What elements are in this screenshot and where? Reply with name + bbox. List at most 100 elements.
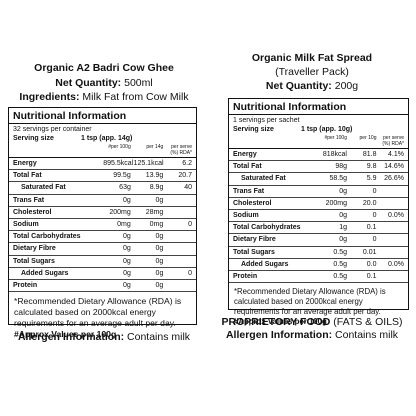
nutrient-name: Sodium: [233, 212, 259, 220]
nutrient-value: 8.9g: [149, 184, 164, 192]
nutrient-name: Trans Fat: [13, 196, 45, 204]
nutrient-name: Total Sugars: [233, 248, 275, 256]
nutrient-name: Dietary Fibre: [233, 236, 276, 244]
nutrient-value: 0.01: [362, 248, 377, 256]
nutrient-name: Total Fat: [233, 163, 262, 171]
nutrient-name: Energy: [13, 160, 37, 168]
nutrient-name: Protein: [13, 281, 38, 289]
nutrient-name: Protein: [233, 272, 258, 280]
nutrient-rows: Energy 818kcal 81.8 4.1% Total Fat 98g 9.8 14.6…: [229, 149, 408, 284]
ingredients-label: Ingredients:: [19, 91, 80, 103]
ingredients-value: Milk Fat from Cow Milk: [82, 91, 189, 103]
nutrient-rows: Energy 895.5kcal 125.1kcal 6.2 Total Fat 99.5…: [9, 158, 196, 293]
nutrition-heading: Nutritional Information: [9, 108, 196, 124]
net-quantity: Net Quantity: 500ml: [0, 77, 208, 90]
nutrient-value: 0: [372, 236, 377, 244]
allergen-label: Allergen Information:: [225, 329, 333, 341]
col-per-serve: per 14g: [146, 144, 164, 150]
product-name: Organic Milk Fat Spread: [251, 52, 373, 64]
allergen-info: Allergen Information: Contains milk: [208, 329, 416, 342]
nutrient-value: 63g: [119, 184, 131, 192]
nutrient-value: 6.2: [182, 160, 192, 168]
nutrient-row: Total Fat 98g 9.8 14.6%: [229, 161, 408, 174]
allergen-info: Allergen Information: Contains milk: [0, 331, 208, 344]
nutrient-value: 0g: [123, 269, 131, 277]
nutrient-value: 0g: [122, 196, 131, 204]
col-rda: per serve (%) RDA*: [382, 135, 404, 147]
proprietory-food: PROPRIETORY FOOD (FATS & OILS): [208, 316, 416, 329]
nutrient-row: Added Sugars 0.5g 0.0 0.0%: [229, 259, 408, 271]
ingredients: Ingredients: Milk Fat from Cow Milk: [0, 91, 208, 104]
nutrient-value: 4.1%: [388, 151, 404, 159]
nutrient-value: 9.8: [366, 163, 377, 171]
nutrient-row: Trans Fat 0g 0g: [9, 195, 196, 207]
nutrient-value: 81.8: [362, 151, 377, 159]
nutrient-row: Sodium 0g 0 0.0%: [229, 210, 408, 223]
nutrient-row: Energy 895.5kcal 125.1kcal 6.2: [9, 158, 196, 171]
nutrient-name: Cholesterol: [233, 199, 272, 207]
serving-size-row: Serving size 1 tsp (app. 14g): [9, 134, 196, 144]
nutrient-value: 0g: [155, 281, 164, 289]
nutrient-row: Dietary Fibre 0g 0: [229, 234, 408, 247]
nutrient-value: 0g: [155, 233, 164, 241]
nutrient-name: Total Sugars: [13, 257, 55, 265]
nutrient-value: 0.5g: [333, 272, 347, 280]
serving-size-row: Serving size 1 tsp (app. 10g): [229, 125, 408, 135]
nutrient-row: Dietary Fibre 0g 0g: [9, 243, 196, 256]
nutrient-value: 20.7: [178, 172, 192, 180]
nutrient-name: Added Sugars: [241, 260, 289, 268]
nutrient-value: 26.6%: [384, 175, 404, 183]
product-name: Organic A2 Badri Cow Ghee: [34, 62, 174, 74]
nutrition-panel: Nutritional Information 32 servings per …: [8, 107, 197, 339]
nutrient-row: Saturated Fat 58.5g 5.9 26.6%: [229, 173, 408, 186]
nutrient-value: 0g: [122, 245, 131, 253]
serving-size-value: 1 tsp (app. 10g): [301, 126, 353, 133]
nutrient-row: Sodium 0mg 0mg 0: [9, 219, 196, 232]
nutrient-value: 0g: [122, 257, 131, 265]
nutrient-value: 0g: [339, 187, 347, 195]
nutrient-value: 0g: [339, 236, 347, 244]
nutrient-value: 0: [372, 187, 377, 195]
nutrient-value: 0g: [155, 269, 164, 277]
nutrient-name: Saturated Fat: [21, 184, 66, 192]
nutrient-value: 125.1kcal: [133, 160, 164, 168]
nutrient-row: Added Sugars 0g 0g 0: [9, 268, 196, 280]
nutrient-row: Trans Fat 0g 0: [229, 186, 408, 198]
servings-text: 32 servings per container: [13, 126, 92, 133]
nutrition-heading: Nutritional Information: [229, 99, 408, 115]
nutrient-value: 0mg: [117, 221, 131, 229]
nutrient-name: Total Carbohydrates: [13, 233, 81, 241]
allergen-value: Contains milk: [127, 331, 191, 343]
nutrient-value: 40: [184, 184, 192, 192]
nutrient-value: 0: [188, 269, 192, 277]
nutrient-row: Total Sugars 0g 0g: [9, 256, 196, 268]
nutrient-value: 99.5g: [113, 172, 131, 180]
nutrient-value: 0g: [122, 281, 131, 289]
net-quantity-value: 500ml: [124, 77, 153, 89]
nutrient-value: 818kcal: [322, 151, 347, 159]
serving-size-value: 1 tsp (app. 14g): [81, 135, 133, 142]
nutrient-value: 5.9: [366, 175, 377, 183]
nutrient-value: 98g: [335, 163, 347, 171]
nutrient-value: 0g: [122, 233, 131, 241]
nutrient-name: Total Fat: [13, 172, 42, 180]
nutrient-name: Saturated Fat: [241, 175, 286, 183]
column-headers: #per 100g per 10g per serve (%) RDA*: [229, 135, 408, 149]
nutrient-row: Protein 0g 0g: [9, 280, 196, 293]
nutrient-value: 200mg: [109, 208, 131, 216]
approx-note: #Approx Values per 100g: [234, 317, 327, 327]
nutrient-row: Saturated Fat 63g 8.9g 40: [9, 182, 196, 195]
nutrient-row: Cholesterol 200mg 28mg: [9, 207, 196, 219]
nutrient-row: Total Sugars 0.5g 0.01: [229, 247, 408, 259]
net-quantity-label: Net Quantity:: [265, 80, 332, 92]
nutrient-name: Energy: [233, 151, 257, 159]
nutrient-value: 0: [188, 221, 192, 229]
nutrient-row: Cholesterol 200mg 20.0: [229, 198, 408, 210]
nutrient-value: 20.0: [362, 199, 377, 207]
net-quantity-label: Net Quantity:: [55, 77, 122, 89]
net-quantity-value: 200g: [334, 80, 359, 92]
nutrient-value: 0: [372, 212, 377, 220]
product-subname: (Traveller Pack): [275, 66, 349, 78]
nutrient-row: Total Carbohydrates 1g 0.1: [229, 222, 408, 235]
nutrient-value: 13.9g: [145, 172, 164, 180]
